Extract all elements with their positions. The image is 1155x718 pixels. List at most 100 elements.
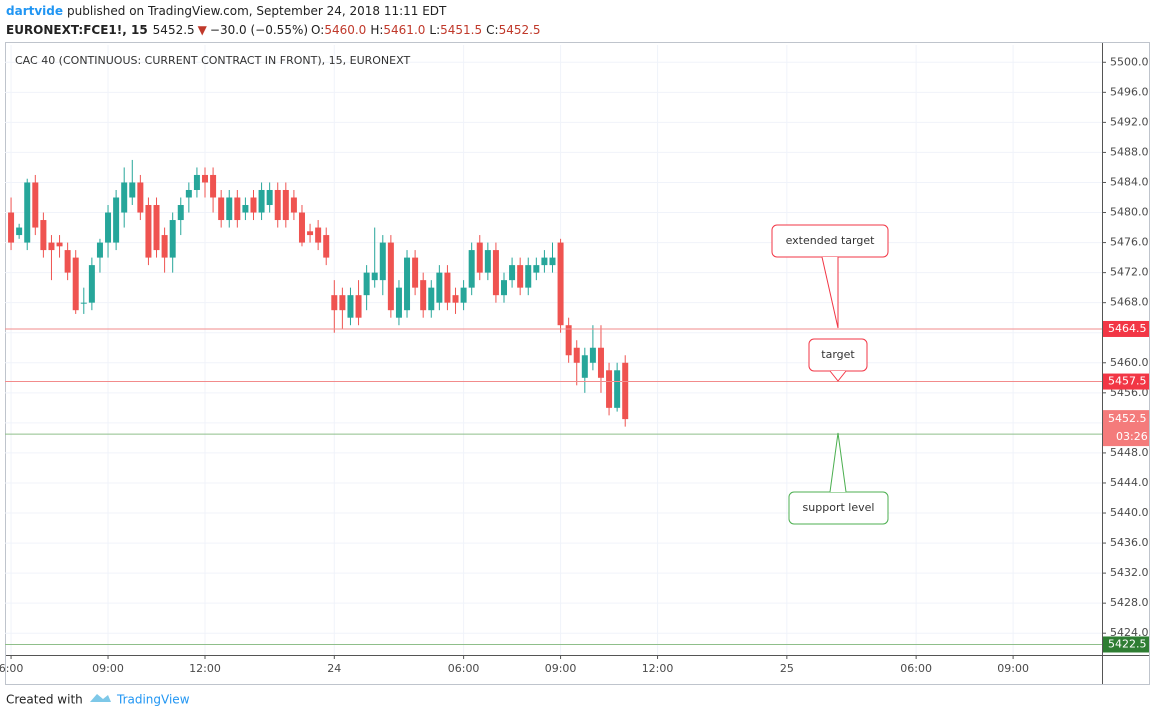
candle-body xyxy=(404,257,411,311)
candle-body xyxy=(258,189,265,213)
y-tick-label: 5444.0 xyxy=(1110,476,1149,489)
candle-body xyxy=(40,220,47,251)
change: −30.0 (−0.55%) xyxy=(210,23,308,37)
candle-body xyxy=(589,347,596,363)
y-tick-label: 5476.0 xyxy=(1110,236,1149,249)
callout-pointer xyxy=(829,370,847,382)
last-price-label: 5452.5 xyxy=(1108,412,1147,425)
candle-body xyxy=(468,250,475,288)
level-label-bg xyxy=(1103,320,1149,337)
h-label: H: xyxy=(370,23,383,37)
candle-body xyxy=(549,257,556,266)
candle-body xyxy=(266,189,273,206)
x-tick-label: 09:00 xyxy=(997,662,1029,675)
candle-body xyxy=(460,287,467,303)
y-tick-label: 5432.0 xyxy=(1110,566,1149,579)
published: published on TradingView.com, September … xyxy=(67,4,447,18)
callout-text: extended target xyxy=(786,234,875,247)
candle-body xyxy=(210,174,217,198)
level-label: 5457.5 xyxy=(1108,375,1147,388)
candle-body xyxy=(72,257,79,311)
candle-body xyxy=(56,242,63,247)
candle-body xyxy=(363,272,370,296)
candle-body xyxy=(88,265,95,303)
candle-body xyxy=(96,242,103,258)
candle-body xyxy=(218,197,225,221)
y-tick-label: 5440.0 xyxy=(1110,506,1149,519)
y-tick-label: 5428.0 xyxy=(1110,596,1149,609)
candle-body xyxy=(347,295,354,318)
y-tick-label: 5496.0 xyxy=(1110,85,1149,98)
candle-body xyxy=(606,370,613,408)
candle-body xyxy=(161,235,168,258)
x-tick-label: 06:00 xyxy=(448,662,480,675)
candle-body xyxy=(541,257,548,266)
candle-body xyxy=(484,250,491,273)
tv-logo xyxy=(90,694,111,702)
y-tick-label: 5448.0 xyxy=(1110,446,1149,459)
x-tick-label: 12:00 xyxy=(642,662,674,675)
grid xyxy=(5,45,1102,655)
x-tick-label: 6:00 xyxy=(0,662,23,675)
down-arrow: ▼ xyxy=(198,23,208,37)
candle-body xyxy=(525,265,532,288)
candle-body xyxy=(169,220,176,258)
candle-body xyxy=(298,212,305,243)
candle-body xyxy=(24,182,31,243)
x-tick-label: 25 xyxy=(780,662,794,675)
l-label: L: xyxy=(429,23,440,37)
callout-text: target xyxy=(821,348,855,361)
last: 5452.5 xyxy=(153,23,195,37)
candle-body xyxy=(557,242,564,326)
candle-body xyxy=(32,182,39,228)
o: 5460.0 xyxy=(324,23,366,37)
candle-body xyxy=(565,325,572,356)
candle-body xyxy=(145,205,152,258)
candle-body xyxy=(315,227,322,243)
candle-body xyxy=(428,287,435,311)
candle-body xyxy=(412,257,419,288)
callout-text: support level xyxy=(803,501,875,514)
footer-brand[interactable]: TradingView xyxy=(116,693,190,707)
candle-body xyxy=(202,174,209,183)
y-tick-label: 5480.0 xyxy=(1110,206,1149,219)
y-tick-label: 5468.0 xyxy=(1110,296,1149,309)
candle-body xyxy=(185,189,192,198)
candle-body xyxy=(113,197,120,243)
countdown-label: 03:26 xyxy=(1116,430,1148,443)
candle-body xyxy=(226,197,233,221)
candle-body xyxy=(517,265,524,288)
candle-body xyxy=(573,347,580,363)
candle-body xyxy=(436,272,443,303)
chart-frame xyxy=(5,42,1150,685)
y-tick-label: 5500.0 xyxy=(1110,55,1149,68)
c-label: C: xyxy=(486,23,498,37)
symbol: EURONEXT:FCE1!, 15 xyxy=(6,23,148,37)
c: 5452.5 xyxy=(499,23,541,37)
candle-body xyxy=(48,242,55,251)
candle-body xyxy=(307,231,314,236)
candle-body xyxy=(597,347,604,378)
chart-title: CAC 40 (CONTINUOUS: CURRENT CONTRACT IN … xyxy=(15,54,410,67)
last-price-bg xyxy=(1103,410,1149,447)
y-tick-label: 5424.0 xyxy=(1110,626,1149,639)
callout-pointer xyxy=(821,256,839,329)
candle-body xyxy=(177,205,184,221)
candle-body xyxy=(581,355,588,378)
candle-body xyxy=(323,235,330,258)
level-label-bg xyxy=(1103,636,1149,653)
candle-body xyxy=(8,212,15,243)
level-label: 5422.5 xyxy=(1108,637,1147,650)
candle-body xyxy=(290,197,297,213)
plot xyxy=(5,159,1102,645)
candle-body xyxy=(444,272,451,303)
level-label-bg xyxy=(1103,373,1149,390)
level-label: 5464.5 xyxy=(1108,322,1147,335)
candle-body xyxy=(64,250,71,273)
footer-created: Created with xyxy=(6,693,83,707)
candle-body xyxy=(339,295,346,311)
candle-body xyxy=(614,370,621,408)
candle-body xyxy=(153,205,160,251)
candle-body xyxy=(476,242,483,273)
candle-body xyxy=(193,174,200,190)
